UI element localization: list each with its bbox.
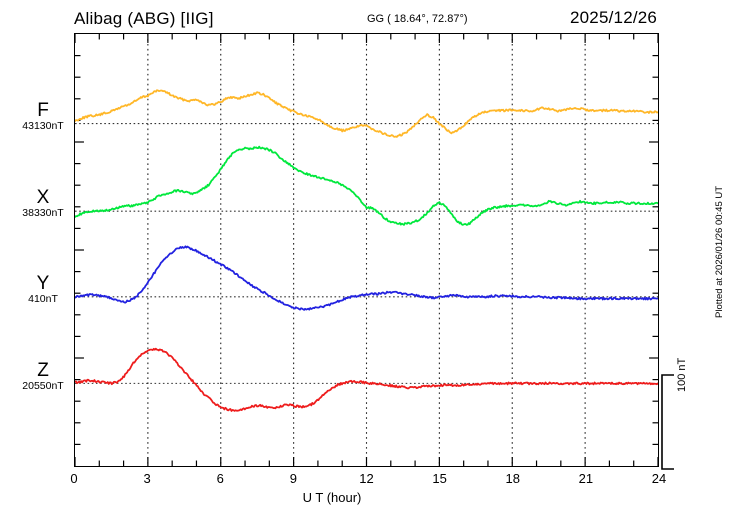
plot-frame bbox=[74, 33, 659, 467]
component-letter-y: Y bbox=[36, 273, 50, 294]
component-label-y: Y 410nT bbox=[14, 274, 72, 306]
scale-bar bbox=[661, 374, 674, 470]
x-tick-label: 15 bbox=[432, 471, 447, 486]
component-traces bbox=[75, 89, 658, 412]
x-tick-label: 18 bbox=[505, 471, 520, 486]
plot-timestamp: Plotted at 2026/01/26 00:45 UT bbox=[714, 185, 725, 318]
axis-ticks bbox=[75, 34, 658, 466]
component-letter-f: F bbox=[37, 100, 49, 121]
vertical-gridlines bbox=[147, 34, 586, 466]
component-baseline-x: 38330nT bbox=[22, 207, 64, 219]
component-baseline-y: 410nT bbox=[28, 293, 58, 305]
x-tick-label: 21 bbox=[578, 471, 594, 486]
x-tick-label: 6 bbox=[216, 471, 224, 486]
x-tick-label: 3 bbox=[143, 471, 151, 486]
plot-area bbox=[75, 34, 658, 466]
component-baseline-z: 20550nT bbox=[22, 380, 64, 392]
x-tick-label: 9 bbox=[289, 471, 297, 486]
observation-date: 2025/12/26 bbox=[570, 8, 658, 27]
x-tick-label: 0 bbox=[70, 471, 78, 486]
component-label-x: X 38330nT bbox=[14, 188, 72, 220]
component-label-z: Z 20550nT bbox=[14, 361, 72, 393]
x-tick-label: 24 bbox=[651, 471, 667, 486]
component-baseline-f: 43130nT bbox=[22, 120, 64, 132]
component-letter-z: Z bbox=[37, 360, 49, 381]
magnetogram-svg bbox=[75, 34, 658, 466]
x-tick-label: 12 bbox=[359, 471, 374, 486]
station-title: Alibag (ABG) [IIG] bbox=[74, 9, 214, 28]
component-letter-x: X bbox=[36, 187, 50, 208]
x-axis-title: U T (hour) bbox=[0, 490, 730, 505]
scale-bar-label: 100 nT bbox=[676, 357, 688, 392]
component-label-f: F 43130nT bbox=[14, 101, 72, 133]
geographic-coordinates: GG ( 18.64°, 72.87°) bbox=[367, 13, 468, 25]
x-axis-title-text: U T (hour) bbox=[302, 490, 362, 505]
